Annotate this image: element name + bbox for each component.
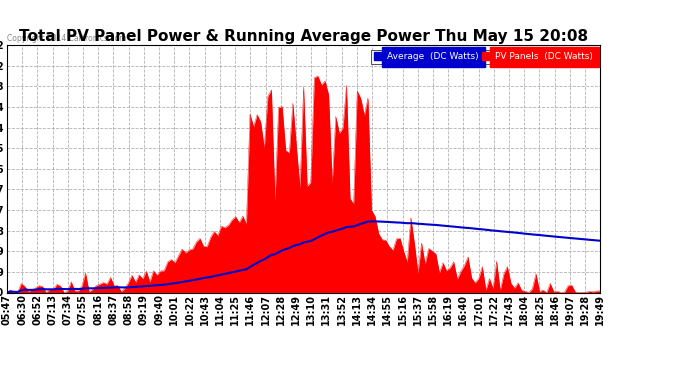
Title: Total PV Panel Power & Running Average Power Thu May 15 20:08: Total PV Panel Power & Running Average P… — [19, 29, 588, 44]
Text: Copyright 2014 Cartronics.com: Copyright 2014 Cartronics.com — [7, 33, 126, 42]
Legend: Average  (DC Watts), PV Panels  (DC Watts): Average (DC Watts), PV Panels (DC Watts) — [371, 50, 595, 64]
